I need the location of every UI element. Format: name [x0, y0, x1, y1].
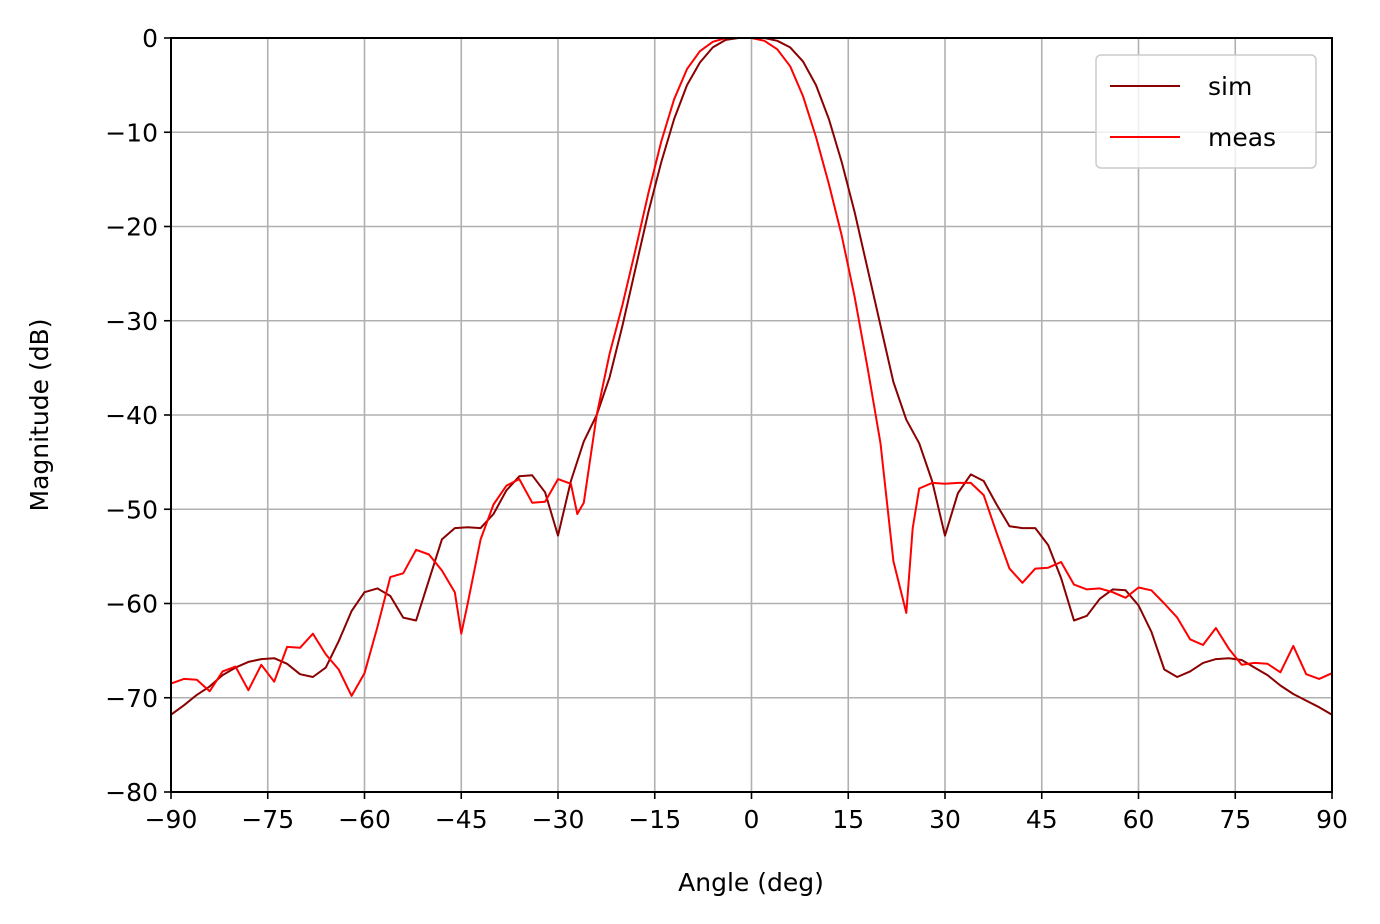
x-tick-label: 15: [832, 805, 864, 834]
y-tick-label: −20: [105, 213, 158, 242]
x-tick-label: −30: [532, 805, 585, 834]
x-tick-label: −90: [145, 805, 198, 834]
x-tick-label: −45: [435, 805, 488, 834]
axis-ticks: −90 −75 −60 −45 −30 −15 0 15 30 45 60 75 90 0 −10 −20 −3…: [105, 24, 1348, 834]
x-tick-label: 60: [1123, 805, 1155, 834]
legend: sim meas: [1095, 54, 1317, 169]
x-tick-label: 45: [1026, 805, 1058, 834]
y-tick-label: −50: [105, 495, 158, 524]
x-tick-label: 90: [1316, 805, 1348, 834]
x-tick-label: 75: [1219, 805, 1251, 834]
y-tick-label: −40: [105, 401, 158, 430]
x-tick-label: 0: [744, 805, 760, 834]
x-tick-label: 30: [929, 805, 961, 834]
y-tick-label: −70: [105, 684, 158, 713]
legend-box: [1095, 54, 1317, 169]
x-tick-label: −15: [628, 805, 681, 834]
y-tick-label: −10: [105, 118, 158, 147]
x-tick-label: −75: [241, 805, 294, 834]
y-tick-label: −30: [105, 307, 158, 336]
y-tick-label: −80: [105, 778, 158, 807]
x-tick-label: −60: [338, 805, 391, 834]
legend-label-sim: sim: [1208, 72, 1252, 101]
y-tick-label: 0: [142, 24, 158, 53]
y-tick-label: −60: [105, 590, 158, 619]
y-axis-label: Magnitude (dB): [25, 319, 54, 512]
x-axis-label: Angle (deg): [678, 868, 824, 897]
legend-label-meas: meas: [1208, 123, 1276, 152]
